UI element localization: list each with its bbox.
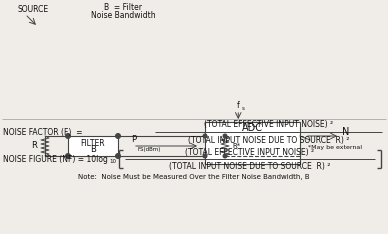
Circle shape <box>223 154 227 158</box>
Text: P: P <box>131 135 136 144</box>
Bar <box>205 122 300 164</box>
Text: (TOTAL INPUT NOISE DUE TO SOURCE  R) ²: (TOTAL INPUT NOISE DUE TO SOURCE R) ² <box>188 135 349 145</box>
Text: ADC: ADC <box>242 123 263 133</box>
Circle shape <box>66 154 71 158</box>
Text: NOISE FIGURE (NF) = 10log: NOISE FIGURE (NF) = 10log <box>3 154 108 164</box>
Text: Note:  Noise Must be Measured Over the Filter Noise Bandwidth, B: Note: Noise Must be Measured Over the Fi… <box>78 174 310 180</box>
Text: f: f <box>237 100 240 110</box>
Text: B: B <box>90 145 96 154</box>
Text: R*: R* <box>232 143 240 149</box>
Text: (TOTAL EFFECTIVE INPUT NOISE) ²: (TOTAL EFFECTIVE INPUT NOISE) ² <box>185 147 315 157</box>
Circle shape <box>223 134 227 138</box>
Text: (TOTAL INPUT NOISE DUE TO SOURCE  R) ²: (TOTAL INPUT NOISE DUE TO SOURCE R) ² <box>169 161 331 171</box>
Text: B  = Filter: B = Filter <box>104 4 142 12</box>
Text: SOURCE: SOURCE <box>18 5 49 14</box>
Text: FILTER: FILTER <box>81 139 105 147</box>
Circle shape <box>203 134 207 138</box>
Text: R: R <box>31 142 37 150</box>
Text: (TOTAL EFFECTIVE INPUT NOISE) ²: (TOTAL EFFECTIVE INPUT NOISE) ² <box>204 120 333 128</box>
Text: NOISE FACTOR (F)  =: NOISE FACTOR (F) = <box>3 128 83 136</box>
Bar <box>68 136 118 156</box>
Text: 10: 10 <box>109 159 116 164</box>
Circle shape <box>66 134 71 139</box>
Text: Noise Bandwidth: Noise Bandwidth <box>91 11 155 21</box>
Text: s: s <box>241 106 244 110</box>
Circle shape <box>116 134 121 139</box>
Circle shape <box>116 154 121 158</box>
Text: *May be external: *May be external <box>308 146 362 150</box>
Text: N: N <box>342 127 350 137</box>
Circle shape <box>203 154 207 158</box>
Text: FS(dBm): FS(dBm) <box>138 147 161 152</box>
